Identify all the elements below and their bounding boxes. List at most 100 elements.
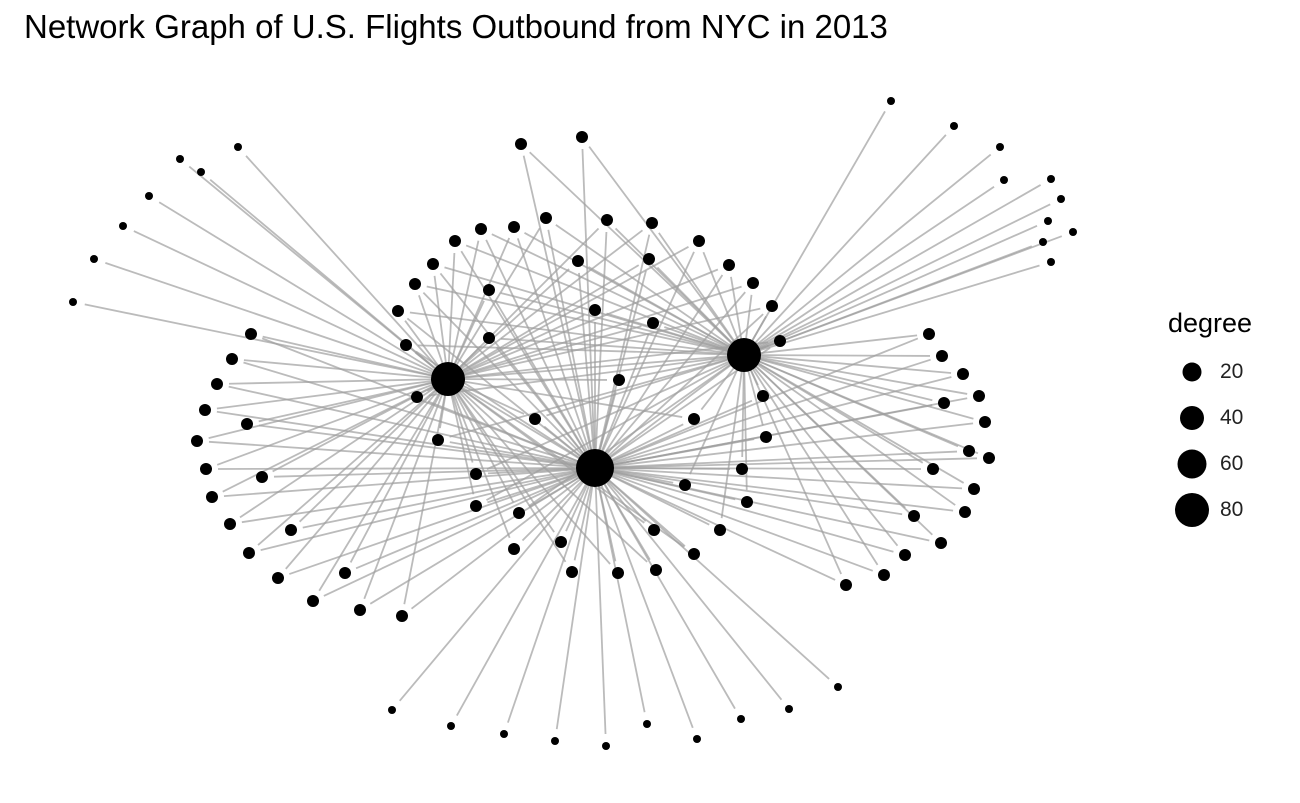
edge-line	[689, 354, 745, 475]
edge-line	[447, 378, 515, 503]
node-point	[427, 258, 439, 270]
edge-line	[604, 354, 745, 462]
node-point	[551, 737, 559, 745]
node-point	[470, 500, 482, 512]
edge-line	[743, 225, 1038, 356]
node-point	[968, 483, 980, 495]
edge-line	[743, 184, 1042, 356]
node-point	[555, 536, 567, 548]
legend-label: 20	[1220, 360, 1244, 383]
edge-line	[720, 354, 745, 519]
edge-line	[547, 229, 596, 469]
edge-line	[447, 378, 648, 563]
node-point	[936, 350, 948, 362]
node-point	[785, 705, 793, 713]
node-point	[119, 222, 127, 230]
edge-line	[606, 312, 745, 356]
edge-line	[456, 467, 596, 716]
edge-line	[743, 354, 956, 506]
legend-swatch	[1175, 493, 1209, 527]
node-point	[643, 720, 651, 728]
node-point	[90, 255, 98, 263]
node-point	[1047, 258, 1055, 266]
node-point	[200, 463, 212, 475]
edge-line	[449, 354, 745, 438]
edge-line	[743, 354, 906, 509]
node-point	[470, 468, 482, 480]
edge-line	[228, 378, 449, 385]
node-point	[392, 305, 404, 317]
node-point	[957, 368, 969, 380]
node-point	[927, 463, 939, 475]
edge-line	[743, 203, 1051, 356]
edge-line	[594, 333, 650, 469]
node-point	[206, 491, 218, 503]
edge-line	[743, 354, 974, 420]
node-point	[602, 742, 610, 750]
edge-line	[433, 275, 449, 380]
legend-title: degree	[1168, 308, 1253, 338]
node-point	[211, 378, 223, 390]
node-point	[483, 332, 495, 344]
node-point	[741, 496, 753, 508]
edge-line	[228, 385, 596, 469]
node-point	[996, 143, 1004, 151]
edge-line	[594, 467, 830, 680]
edge-line	[447, 378, 475, 495]
edge-line	[594, 467, 963, 490]
edge-line	[260, 467, 596, 552]
node-point	[679, 479, 691, 491]
edge-line	[299, 378, 449, 523]
node-point	[747, 277, 759, 289]
node-point	[840, 579, 852, 591]
edge-line	[133, 230, 449, 380]
edge-line	[447, 378, 608, 381]
node-point	[411, 391, 423, 403]
node-point	[834, 683, 842, 691]
edge-line	[459, 354, 745, 379]
node-point	[736, 463, 748, 475]
node-point	[69, 298, 77, 306]
edge-line	[594, 467, 954, 512]
node-point	[447, 722, 455, 730]
node-point	[774, 335, 786, 347]
edge-line	[555, 467, 596, 730]
edge-line	[447, 341, 769, 380]
edge-line	[594, 467, 894, 553]
edge-line	[587, 266, 745, 356]
edge-line	[447, 378, 511, 539]
node-point	[226, 353, 238, 365]
chart-title: Network Graph of U.S. Flights Outbound f…	[24, 8, 888, 45]
node-point	[234, 143, 242, 151]
node-point	[400, 339, 412, 351]
node-point	[540, 212, 552, 224]
edge-line	[245, 155, 449, 380]
edge-line	[355, 467, 596, 570]
node-point	[899, 549, 911, 561]
node-point	[950, 122, 958, 130]
node-point	[973, 390, 985, 402]
edge-line	[216, 378, 449, 410]
legend-label: 60	[1220, 452, 1244, 475]
node-point	[979, 416, 991, 428]
edge-line	[743, 110, 886, 356]
node-point	[647, 317, 659, 329]
edge-line	[743, 354, 968, 395]
edge-line	[262, 335, 449, 380]
edge-line	[422, 291, 596, 469]
edge-line	[363, 378, 449, 600]
node-point	[688, 548, 700, 560]
edge-line	[594, 231, 608, 469]
legend: degree 20 40 60 80	[1168, 308, 1288, 533]
edge-line	[594, 467, 922, 470]
edge-line	[743, 264, 1040, 356]
edge-line	[594, 467, 607, 735]
edge-line	[428, 354, 745, 397]
legend-item: 20	[1168, 349, 1288, 395]
edge-line	[447, 378, 683, 418]
edge-line	[447, 268, 570, 380]
node-point	[766, 300, 778, 312]
edge-line	[216, 378, 449, 466]
edge-line	[594, 467, 836, 581]
